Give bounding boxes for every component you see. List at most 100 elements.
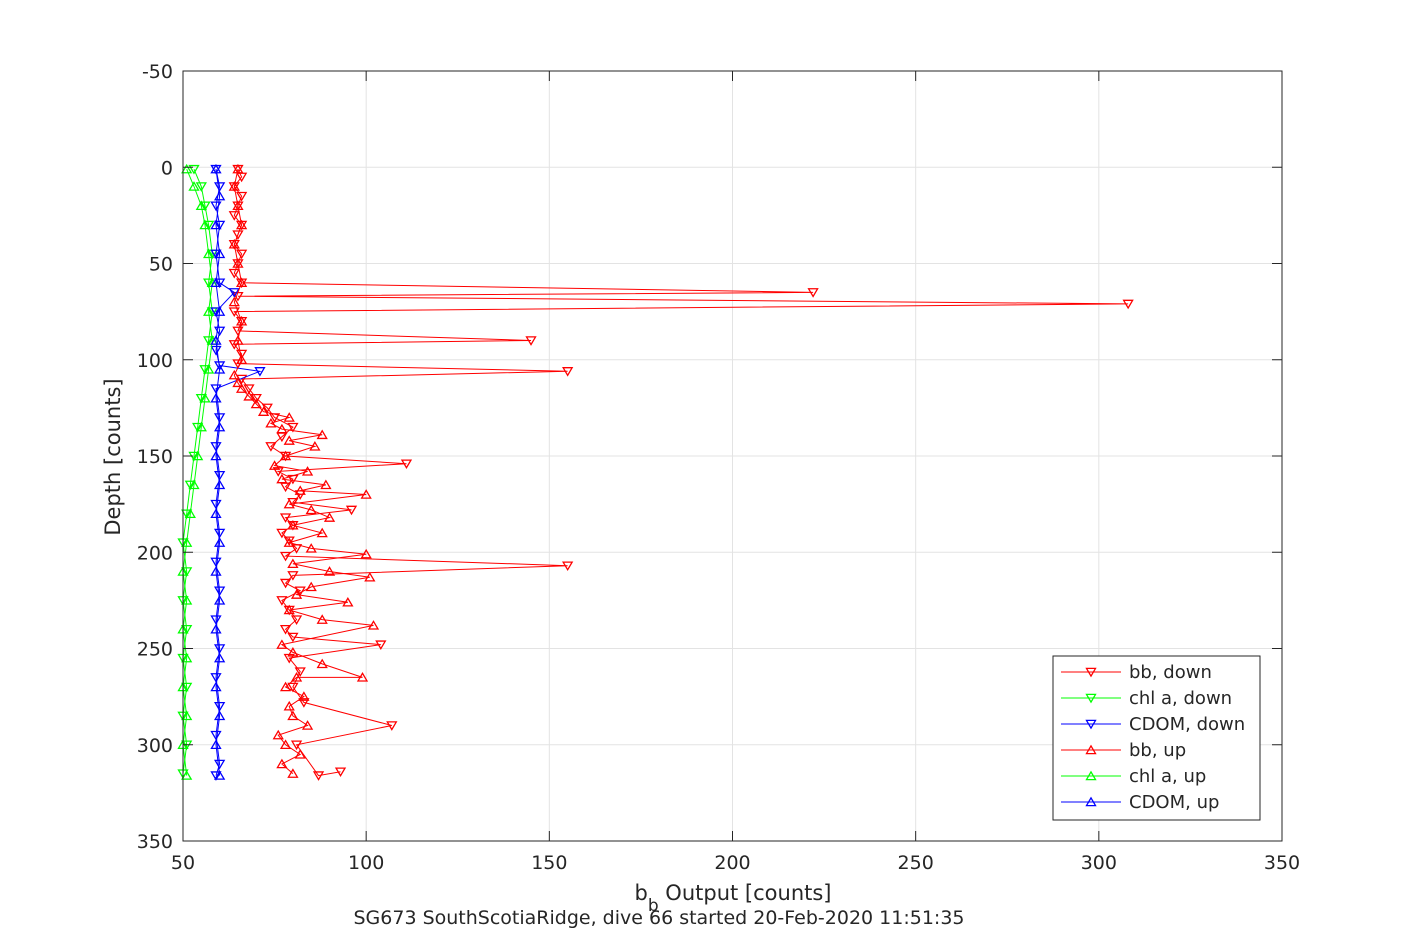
data-point: [287, 710, 299, 721]
data-point: [213, 220, 226, 231]
data-point: [250, 394, 262, 404]
data-point: [232, 163, 244, 174]
data-point: [210, 335, 222, 345]
data-point: [213, 528, 226, 539]
data-point: [210, 345, 222, 356]
legend-label: bb, up: [1129, 740, 1186, 761]
data-point: [184, 480, 196, 491]
data-point: [562, 561, 574, 572]
data-point: [181, 163, 193, 174]
data-point: [294, 749, 306, 759]
data-point: [232, 230, 244, 240]
data-point: [213, 306, 226, 316]
data-point: [184, 508, 196, 518]
data-point: [243, 390, 255, 401]
data-point: [298, 691, 310, 701]
data-point: [181, 625, 193, 635]
data-point: [210, 163, 222, 174]
data-point: [232, 335, 244, 345]
data-point: [210, 307, 222, 317]
data-point: [210, 739, 222, 749]
series-line: [182, 169, 213, 776]
data-point: [188, 479, 200, 490]
data-point: [235, 383, 248, 393]
legend-label: chl a, up: [1129, 766, 1206, 787]
legend-entry: chl a, down: [1061, 688, 1232, 709]
data-point: [213, 361, 226, 371]
data-point: [213, 586, 226, 597]
data-point: [210, 566, 222, 576]
data-point: [279, 578, 292, 589]
data-point: [188, 181, 200, 191]
data-point: [210, 442, 222, 452]
series-2: [210, 164, 266, 781]
data-point: [375, 640, 387, 650]
data-point: [235, 249, 248, 260]
chart-caption: SG673 SouthScotiaRidge, dive 66 started …: [353, 907, 964, 929]
data-point: [287, 558, 299, 569]
x-axis-label-subscript: b: [648, 896, 659, 916]
x-tick-label: 250: [898, 852, 934, 874]
y-tick-label: 100: [137, 350, 173, 372]
data-point: [276, 528, 288, 539]
data-point: [210, 384, 222, 394]
data-point: [213, 248, 226, 259]
data-point: [283, 536, 295, 547]
data-point: [287, 682, 299, 693]
legend: bb, down chl a, down CDOM, down bb, up chl a…: [1052, 655, 1261, 821]
series-5: [210, 163, 226, 780]
data-point: [400, 459, 413, 470]
y-tick-label: 350: [137, 831, 173, 853]
data-point: [265, 417, 277, 428]
data-point: [213, 759, 226, 770]
data-point: [250, 398, 262, 409]
legend-entry: bb, down: [1061, 662, 1212, 683]
legend-label: CDOM, down: [1129, 714, 1245, 735]
data-point: [562, 367, 574, 377]
data-point: [210, 673, 222, 683]
data-point: [213, 479, 226, 490]
data-point: [323, 566, 336, 576]
data-point: [235, 219, 248, 230]
x-tick-label: 300: [1081, 852, 1117, 874]
data-point: [316, 527, 328, 538]
data-point: [235, 315, 248, 326]
data-point: [309, 441, 321, 451]
data-point: [228, 369, 240, 380]
data-point: [181, 710, 193, 721]
data-point: [312, 771, 325, 781]
data-point: [228, 238, 240, 249]
legend-label: chl a, down: [1129, 688, 1232, 709]
data-point: [213, 364, 226, 374]
data-point: [279, 739, 292, 749]
data-point: [386, 721, 398, 731]
data-point: [276, 639, 288, 649]
legend-swatch-marker: [1085, 667, 1097, 678]
data-point: [323, 512, 336, 522]
data-point: [235, 277, 248, 287]
data-point: [199, 365, 211, 375]
data-point: [195, 200, 207, 210]
data-point: [210, 249, 222, 260]
legend-swatch-marker: [1085, 744, 1097, 755]
data-point: [268, 460, 281, 470]
data-point: [213, 644, 226, 654]
data-point: [235, 354, 248, 364]
data-point: [203, 248, 215, 259]
series-line: [233, 169, 374, 774]
data-point: [287, 571, 299, 581]
data-point: [305, 504, 317, 515]
series-4: [177, 163, 218, 780]
data-point: [261, 403, 273, 414]
legend-swatch-marker: [1085, 693, 1097, 704]
data-point: [283, 435, 295, 445]
data-point: [305, 581, 317, 592]
data-point: [210, 499, 222, 510]
x-tick-label: 100: [348, 852, 384, 874]
data-point: [283, 700, 295, 711]
series-line: [215, 169, 221, 776]
x-axis-label-rest: Output [counts]: [659, 881, 832, 905]
data-point: [232, 258, 244, 268]
legend-swatch-marker: [1085, 796, 1097, 807]
y-tick-label: 0: [161, 157, 173, 179]
